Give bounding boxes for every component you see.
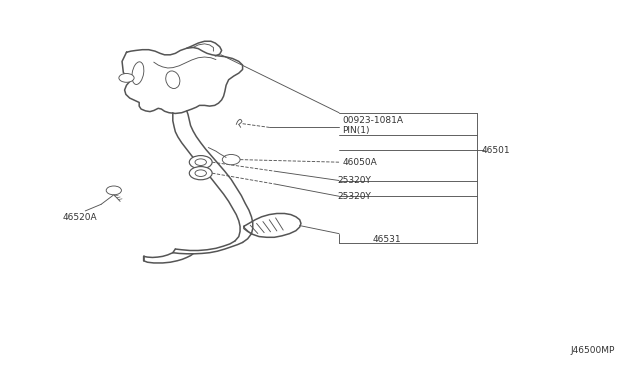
Circle shape [189,167,212,180]
Circle shape [119,74,134,82]
Text: 46501: 46501 [482,145,511,155]
Text: 25320Y: 25320Y [337,192,371,201]
Text: 46050A: 46050A [342,158,377,167]
Circle shape [222,154,240,165]
Text: J46500MP: J46500MP [571,346,615,355]
Circle shape [189,155,212,169]
Text: 46531: 46531 [372,235,401,244]
Text: 25320Y: 25320Y [337,176,371,185]
Text: 00923-1081A
PIN(1): 00923-1081A PIN(1) [342,116,403,135]
Circle shape [106,186,122,195]
Text: 46520A: 46520A [63,213,98,222]
